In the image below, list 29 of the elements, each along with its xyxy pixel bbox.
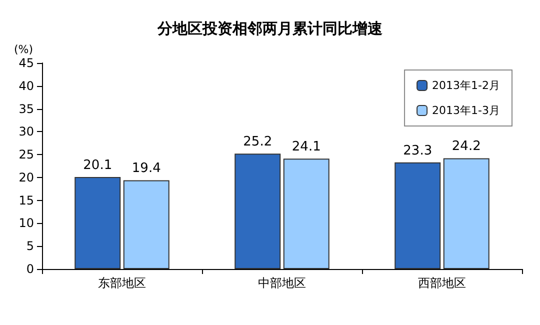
bar [283, 158, 330, 269]
chart-title: 分地区投资相邻两月累计同比增速 [156, 20, 384, 38]
x-tick-label: 西部地区 [418, 276, 466, 290]
data-label: 20.1 [83, 158, 112, 173]
y-tick-label: 40 [18, 78, 34, 93]
y-tick-label: 20 [18, 170, 34, 184]
y-tick-label: 35 [18, 102, 34, 116]
y-tick-label: 30 [18, 124, 34, 139]
y-tick-label: 10 [18, 216, 34, 230]
bar [394, 162, 441, 269]
y-tick-label: 15 [18, 193, 34, 208]
y-tick-label: 45 [18, 56, 34, 70]
legend-label: 2013年1-3月 [432, 104, 500, 117]
y-tick-label: 0 [26, 262, 34, 276]
bar [443, 158, 490, 269]
y-tick-label: 5 [26, 239, 34, 254]
bar [74, 176, 121, 269]
bar [123, 180, 170, 269]
x-tick-label: 中部地区 [258, 276, 306, 290]
y-tick-label: 25 [18, 148, 34, 162]
x-tick-label: 东部地区 [98, 276, 146, 290]
data-label: 24.2 [452, 139, 481, 154]
data-label: 23.3 [403, 143, 432, 158]
data-label: 19.4 [132, 161, 161, 176]
bar [234, 154, 281, 269]
legend-label: 2013年1-2月 [432, 79, 500, 92]
data-label: 24.1 [292, 140, 321, 155]
data-label: 25.2 [243, 134, 272, 150]
y-axis-title: (%) [14, 43, 34, 56]
